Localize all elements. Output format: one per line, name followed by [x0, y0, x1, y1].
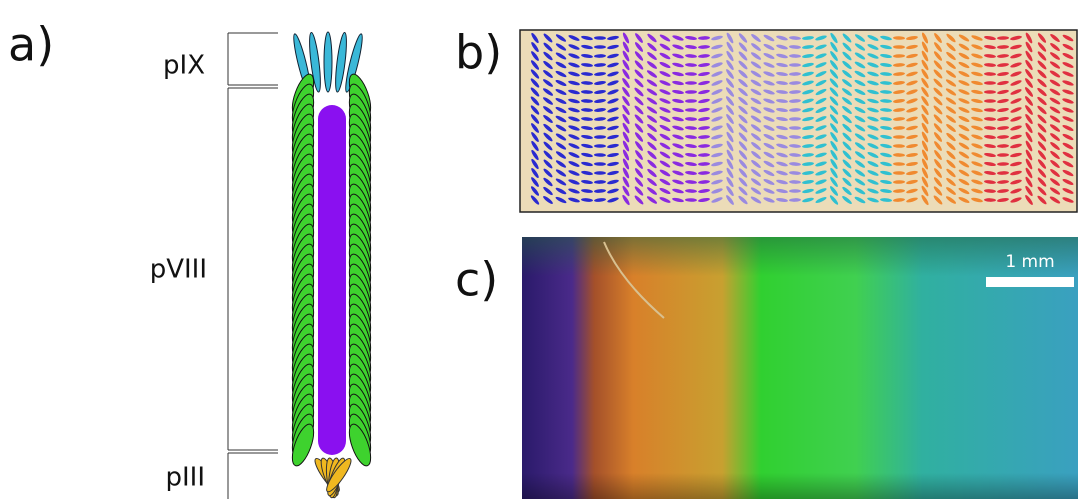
- panel-label: b): [455, 26, 502, 80]
- panel-label: a): [8, 18, 54, 72]
- director-mark: [789, 189, 801, 193]
- director-mark: [789, 63, 801, 67]
- segment-label: pIII: [165, 463, 205, 493]
- scale-bar-label: 1 mm: [1005, 252, 1054, 272]
- figure-canvas: a) pIX pVIII pIII b) c) 1 mm: [0, 0, 1078, 499]
- scale-bar: [986, 277, 1074, 287]
- brackets: [228, 33, 278, 499]
- figure: a) pIX pVIII pIII b) c) 1 mm: [0, 0, 1078, 499]
- panel-label: c): [455, 253, 498, 307]
- director-mark: [984, 99, 996, 103]
- virus-diagram: [288, 32, 375, 498]
- segment-label: pIX: [163, 51, 205, 81]
- micrograph-shade: [522, 237, 1078, 499]
- dna-core: [318, 105, 346, 455]
- segment-label: pVIII: [150, 255, 207, 285]
- pix-protein: [324, 32, 332, 92]
